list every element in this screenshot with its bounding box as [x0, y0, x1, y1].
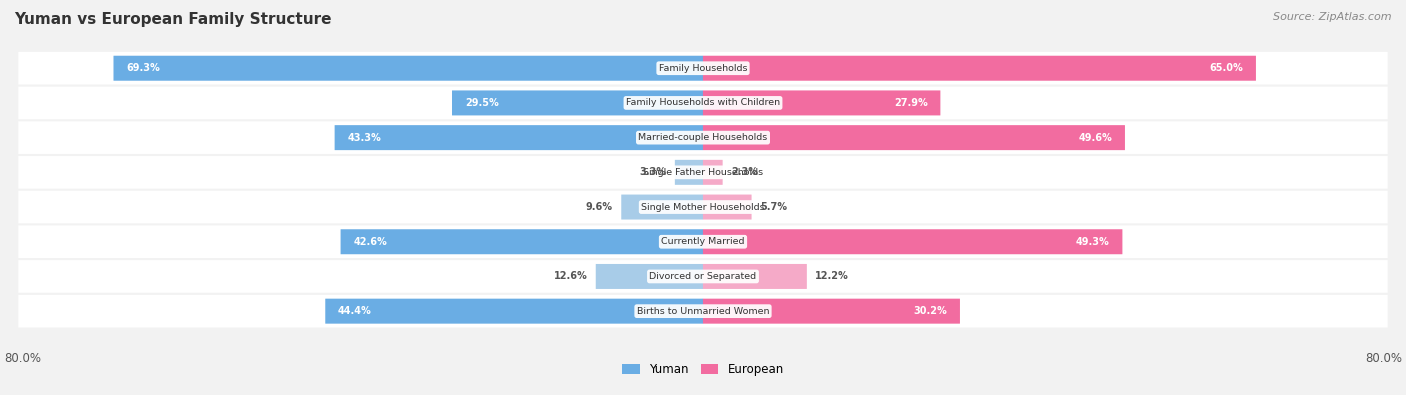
Text: 9.6%: 9.6%: [586, 202, 613, 212]
FancyBboxPatch shape: [703, 264, 807, 289]
Text: 27.9%: 27.9%: [894, 98, 928, 108]
Text: Births to Unmarried Women: Births to Unmarried Women: [637, 307, 769, 316]
FancyBboxPatch shape: [703, 90, 941, 115]
FancyBboxPatch shape: [621, 195, 703, 220]
Text: Yuman vs European Family Structure: Yuman vs European Family Structure: [14, 12, 332, 27]
FancyBboxPatch shape: [340, 229, 703, 254]
FancyBboxPatch shape: [114, 56, 703, 81]
FancyBboxPatch shape: [18, 52, 1388, 85]
Text: 65.0%: 65.0%: [1209, 63, 1243, 73]
Text: 49.6%: 49.6%: [1078, 133, 1112, 143]
FancyBboxPatch shape: [18, 121, 1388, 154]
Text: 42.6%: 42.6%: [353, 237, 387, 247]
Text: 12.2%: 12.2%: [815, 271, 849, 282]
Text: 69.3%: 69.3%: [127, 63, 160, 73]
Text: Family Households with Children: Family Households with Children: [626, 98, 780, 107]
FancyBboxPatch shape: [18, 87, 1388, 119]
Text: Single Mother Households: Single Mother Households: [641, 203, 765, 212]
Text: Divorced or Separated: Divorced or Separated: [650, 272, 756, 281]
FancyBboxPatch shape: [703, 229, 1122, 254]
Text: 5.7%: 5.7%: [761, 202, 787, 212]
FancyBboxPatch shape: [703, 299, 960, 324]
FancyBboxPatch shape: [18, 295, 1388, 327]
Text: 2.3%: 2.3%: [731, 167, 758, 177]
FancyBboxPatch shape: [451, 90, 703, 115]
FancyBboxPatch shape: [675, 160, 703, 185]
Text: 12.6%: 12.6%: [554, 271, 588, 282]
Text: 29.5%: 29.5%: [465, 98, 499, 108]
FancyBboxPatch shape: [596, 264, 703, 289]
FancyBboxPatch shape: [18, 226, 1388, 258]
Text: 49.3%: 49.3%: [1076, 237, 1109, 247]
FancyBboxPatch shape: [335, 125, 703, 150]
Text: Married-couple Households: Married-couple Households: [638, 133, 768, 142]
FancyBboxPatch shape: [703, 160, 723, 185]
Text: 3.3%: 3.3%: [640, 167, 666, 177]
FancyBboxPatch shape: [18, 260, 1388, 293]
Text: Family Households: Family Households: [659, 64, 747, 73]
FancyBboxPatch shape: [703, 125, 1125, 150]
FancyBboxPatch shape: [325, 299, 703, 324]
FancyBboxPatch shape: [703, 195, 752, 220]
Legend: Yuman, European: Yuman, European: [617, 358, 789, 381]
Text: Currently Married: Currently Married: [661, 237, 745, 246]
Text: Single Father Households: Single Father Households: [643, 168, 763, 177]
FancyBboxPatch shape: [703, 56, 1256, 81]
Text: 30.2%: 30.2%: [914, 306, 948, 316]
FancyBboxPatch shape: [18, 156, 1388, 189]
FancyBboxPatch shape: [18, 191, 1388, 223]
Text: 43.3%: 43.3%: [347, 133, 381, 143]
Text: Source: ZipAtlas.com: Source: ZipAtlas.com: [1274, 12, 1392, 22]
Text: 44.4%: 44.4%: [337, 306, 371, 316]
